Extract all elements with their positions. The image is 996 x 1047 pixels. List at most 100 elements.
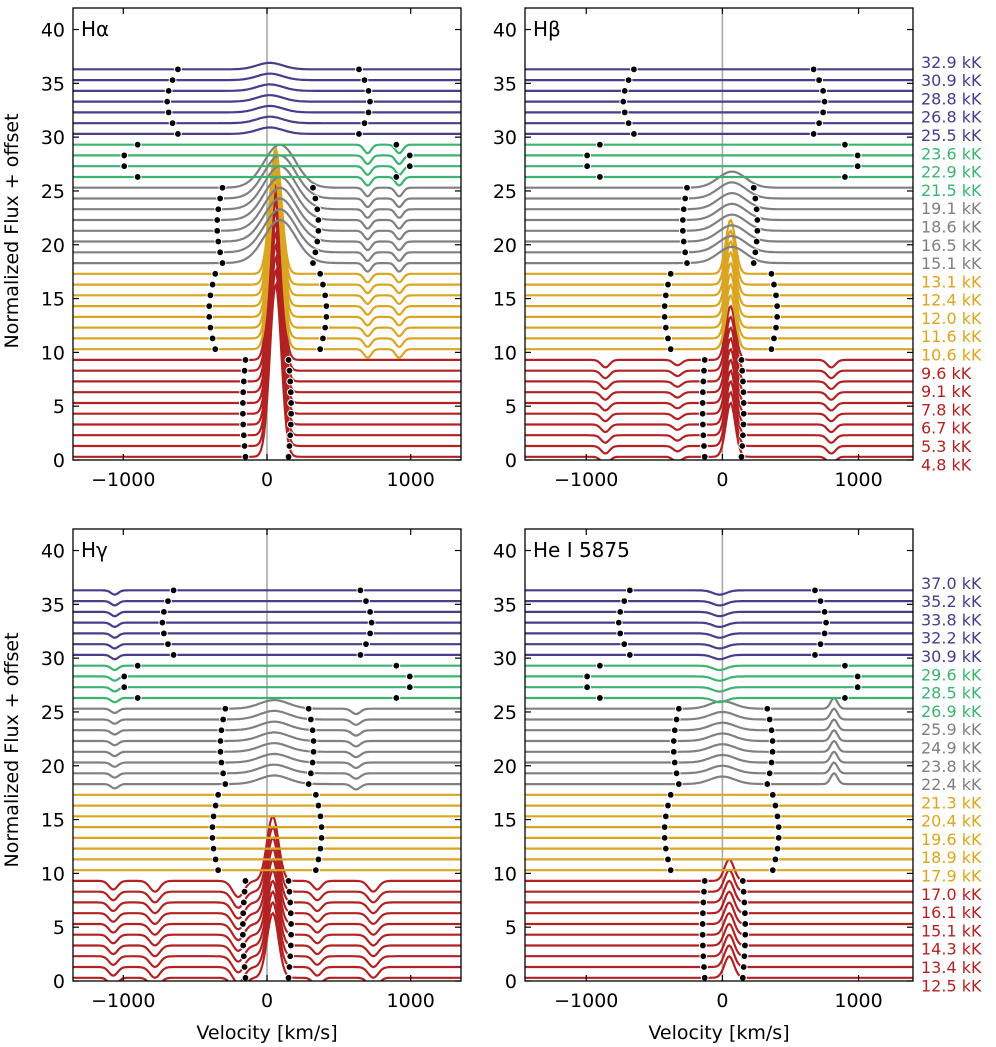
velocity-marker-left <box>700 963 708 971</box>
velocity-marker-left <box>664 855 672 864</box>
velocity-marker-left <box>239 898 248 907</box>
velocity-marker-right <box>316 345 325 354</box>
velocity-marker-right <box>820 97 829 106</box>
y-tick-label: 15 <box>41 810 65 832</box>
velocity-marker-left <box>661 323 670 332</box>
temperature-label: 18.9 kK <box>921 848 982 867</box>
velocity-marker-right <box>287 920 296 928</box>
y-tick-label: 40 <box>493 541 517 563</box>
x-axis-label: Velocity [km/s] <box>196 1022 337 1044</box>
velocity-marker-right <box>405 162 414 171</box>
velocity-marker-right <box>841 140 849 149</box>
velocity-marker-right <box>314 216 323 224</box>
velocity-marker-left <box>660 823 669 832</box>
spectrum-line <box>525 315 913 380</box>
velocity-marker-left <box>120 672 129 681</box>
spectrum-line <box>73 774 461 791</box>
spectra-group <box>525 529 913 981</box>
velocity-marker-right <box>773 812 782 821</box>
spectrum-line <box>73 900 461 981</box>
velocity-marker-left <box>595 661 604 670</box>
velocity-marker-right <box>366 97 374 106</box>
temperature-label: 28.8 kK <box>921 89 982 108</box>
velocity-marker-left <box>164 597 172 606</box>
velocity-marker-left <box>595 694 604 702</box>
velocity-marker-left <box>700 973 709 981</box>
velocity-marker-right <box>738 366 747 375</box>
spectrum-line <box>73 643 461 650</box>
velocity-marker-left <box>678 226 687 235</box>
spectrum-line <box>525 245 913 265</box>
velocity-marker-left <box>699 431 708 440</box>
velocity-marker-left <box>239 941 248 950</box>
temperature-label: 15.1 kK <box>921 254 982 273</box>
velocity-marker-left <box>218 183 227 192</box>
velocity-marker-right <box>366 629 375 638</box>
y-tick-label: 10 <box>493 863 517 885</box>
velocity-marker-right <box>304 780 313 788</box>
velocity-marker-right <box>286 431 295 440</box>
panel-title-h-: Hα <box>81 17 109 41</box>
velocity-marker-right <box>314 226 323 235</box>
velocity-marker-right <box>362 640 370 649</box>
velocity-marker-right <box>355 65 363 74</box>
velocity-marker-right <box>319 334 327 343</box>
y-tick-label: 0 <box>53 450 65 472</box>
velocity-marker-left <box>681 248 690 257</box>
velocity-marker-left <box>672 769 681 778</box>
velocity-marker-right <box>286 388 295 397</box>
velocity-marker-right <box>749 259 758 267</box>
temperature-label: 12.5 kK <box>921 976 982 995</box>
velocity-marker-left <box>120 151 129 160</box>
velocity-marker-left <box>698 920 707 928</box>
velocity-marker-left <box>239 431 248 440</box>
velocity-marker-right <box>815 76 823 85</box>
velocity-marker-right <box>360 76 369 85</box>
velocity-marker-left <box>211 345 220 354</box>
velocity-marker-right <box>367 618 376 627</box>
spectrum-line <box>73 825 461 909</box>
temperature-label: 17.0 kK <box>921 885 982 904</box>
spectrum-line <box>525 761 913 775</box>
velocity-marker-right <box>304 704 313 713</box>
velocity-marker-right <box>306 715 315 724</box>
y-tick-label: 10 <box>41 342 65 364</box>
velocity-marker-left <box>583 162 592 171</box>
velocity-marker-left <box>169 651 178 659</box>
temperature-label: 26.9 kK <box>921 702 982 721</box>
velocity-marker-right <box>740 898 749 907</box>
spectrum-line <box>525 181 913 200</box>
y-tick-label: 35 <box>493 594 517 616</box>
velocity-marker-left <box>213 226 222 235</box>
velocity-marker-left <box>583 672 592 681</box>
velocity-marker-right <box>316 269 325 278</box>
spectrum-line <box>73 675 461 682</box>
velocity-marker-left <box>241 356 250 364</box>
velocity-marker-right <box>285 366 294 375</box>
velocity-marker-right <box>311 790 320 799</box>
temperature-label: 24.9 kK <box>921 738 982 757</box>
temperature-label: 11.6 kK <box>921 327 982 346</box>
velocity-marker-left <box>625 651 634 659</box>
spectrum-line <box>525 589 913 596</box>
spectrum-line <box>73 742 461 759</box>
spectrum-line <box>525 347 913 412</box>
velocity-marker-right <box>767 726 776 735</box>
velocity-marker-right <box>286 420 295 429</box>
velocity-marker-left <box>209 844 218 853</box>
spectrum-line <box>525 600 913 607</box>
y-tick-label: 0 <box>505 450 517 472</box>
velocity-marker-left <box>219 769 228 778</box>
spectrum-line <box>525 868 913 893</box>
y-tick-label: 10 <box>41 863 65 885</box>
velocity-marker-right <box>822 618 830 627</box>
y-tick-label: 5 <box>505 396 517 418</box>
velocity-marker-right <box>811 651 819 659</box>
spectrum-line <box>73 857 461 942</box>
velocity-marker-left <box>583 151 592 160</box>
velocity-marker-right <box>738 442 747 450</box>
velocity-marker-left <box>698 930 707 939</box>
spectrum-line <box>525 954 913 979</box>
